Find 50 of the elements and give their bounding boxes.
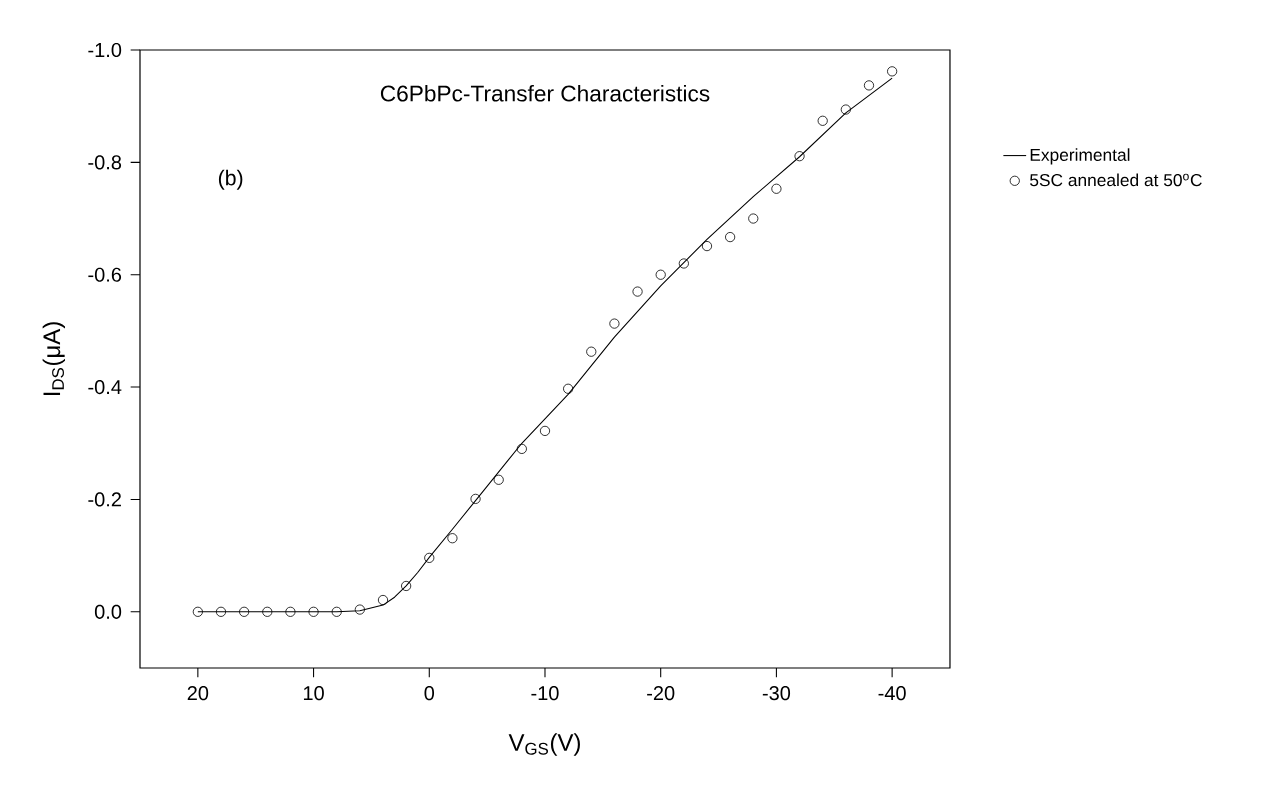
point xyxy=(655,269,666,280)
point xyxy=(285,606,296,617)
point xyxy=(863,80,875,91)
x-axis-title: V$_{GS}$(V) xyxy=(508,733,580,756)
point xyxy=(678,258,689,269)
point xyxy=(447,533,458,544)
point xyxy=(748,213,759,224)
x-tick-label: 10 xyxy=(303,686,324,701)
point xyxy=(239,606,250,617)
x-tick-label: -10 xyxy=(531,686,559,701)
point xyxy=(377,594,389,606)
y-tick-label: 0.0 xyxy=(94,604,122,619)
y-tick-label: -0.8 xyxy=(88,155,122,170)
point xyxy=(539,425,551,436)
point xyxy=(794,151,805,162)
y-tick-label: -0.2 xyxy=(88,492,121,507)
point xyxy=(516,443,527,454)
point xyxy=(609,318,620,329)
y-tick-label: -0.6 xyxy=(88,267,122,282)
point xyxy=(771,183,782,194)
point xyxy=(563,383,574,394)
point xyxy=(192,606,203,617)
point xyxy=(840,104,851,115)
point xyxy=(331,606,342,617)
point xyxy=(632,286,643,297)
y-axis-title: I$_{DS}$(μA) xyxy=(42,322,66,396)
x-tick-label: -30 xyxy=(762,686,791,701)
x-tick-label: 20 xyxy=(187,686,209,701)
text: C6PbPc-Transfer Characteristics xyxy=(380,84,710,102)
point xyxy=(817,115,828,126)
point xyxy=(354,604,365,615)
legend-label: Experimental xyxy=(1030,148,1130,165)
point xyxy=(586,346,597,357)
point xyxy=(470,493,481,504)
point xyxy=(701,241,713,252)
point xyxy=(493,474,504,485)
y-tick-label: -0.4 xyxy=(88,380,122,395)
point xyxy=(887,66,898,77)
point xyxy=(262,606,273,617)
y-tick-label: -1.0 xyxy=(88,42,122,58)
x-tick-label: -40 xyxy=(878,686,906,701)
point xyxy=(401,580,412,592)
point xyxy=(308,606,319,617)
annotation: (b) xyxy=(218,169,243,190)
legend-label: 5SC annealed at 50$^{o}$C xyxy=(1030,173,1202,187)
x-tick-label: 0 xyxy=(424,686,435,701)
point xyxy=(215,606,227,617)
point xyxy=(725,232,736,243)
point xyxy=(424,552,435,563)
x-tick-label: -20 xyxy=(647,686,675,701)
